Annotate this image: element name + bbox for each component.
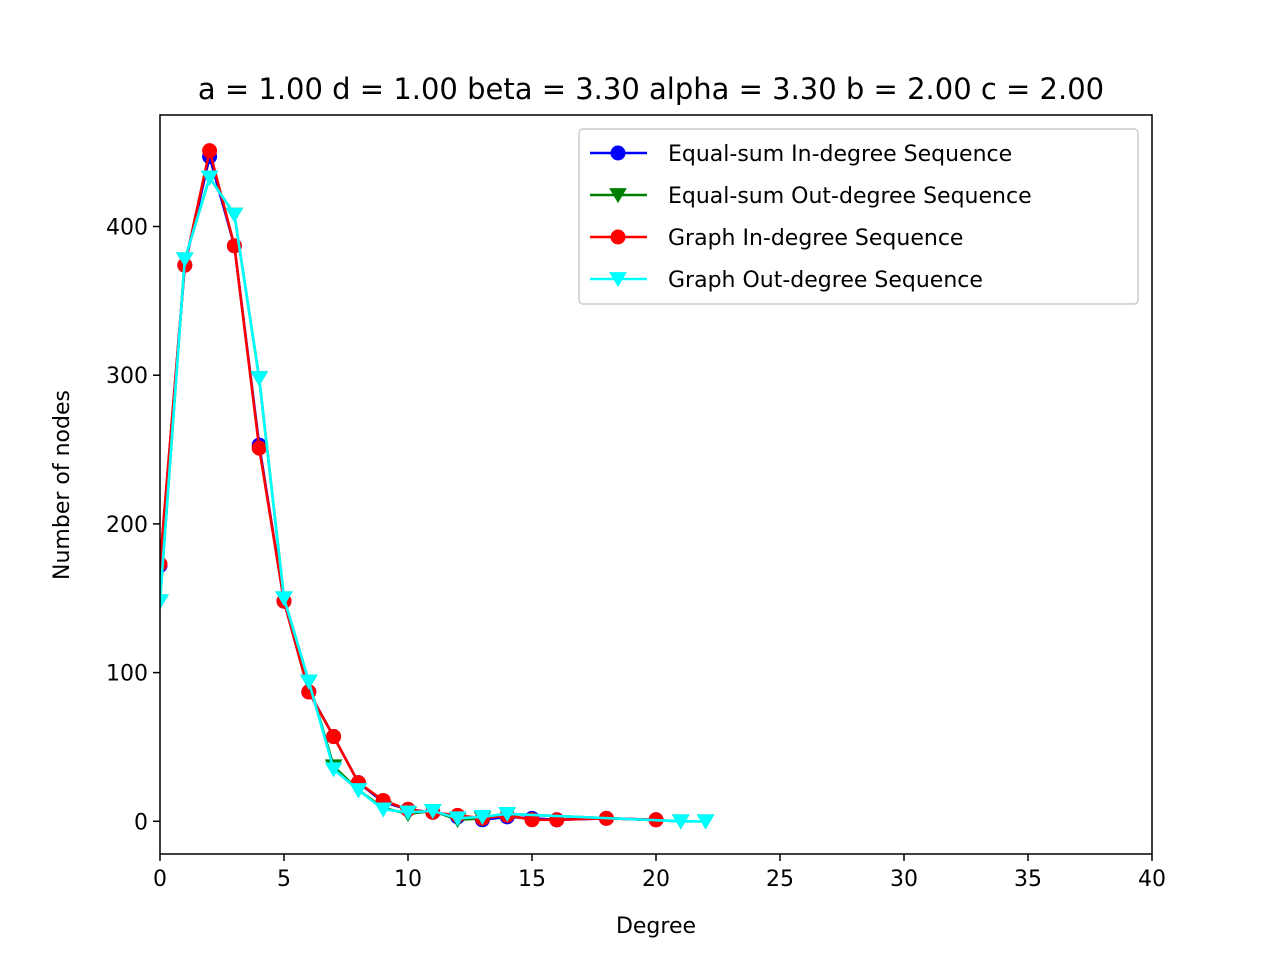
x-tick-label: 40 <box>1138 867 1166 892</box>
y-tick-label: 300 <box>106 364 148 389</box>
legend-item: Graph Out-degree Sequence <box>590 268 983 293</box>
series-layer <box>160 143 715 830</box>
x-tick-label: 25 <box>766 867 794 892</box>
y-axis-label: Number of nodes <box>50 390 75 580</box>
legend-marker <box>609 272 627 288</box>
data-point <box>326 729 342 745</box>
data-point <box>696 814 715 830</box>
legend-box <box>578 128 1139 305</box>
y-tick-label: 200 <box>106 513 148 538</box>
data-point <box>250 371 269 387</box>
chart-title: a = 1.00 d = 1.00 beta = 3.30 alpha = 3.… <box>198 72 1104 106</box>
data-point <box>423 803 442 820</box>
data-point <box>202 143 218 159</box>
data-point <box>399 805 417 821</box>
x-tick-label: 10 <box>394 867 422 892</box>
x-tick-label: 30 <box>890 867 918 892</box>
data-point <box>473 809 492 826</box>
legend-item: Equal-sum Out-degree Sequence <box>590 184 1032 209</box>
x-axis: 0 5 10 15 20 25 30 35 40 <box>153 854 1166 892</box>
data-point <box>448 811 467 827</box>
legend-label: Graph In-degree Sequence <box>668 226 963 251</box>
data-point <box>324 762 343 778</box>
y-tick-label: 100 <box>106 662 148 687</box>
data-point <box>498 806 517 823</box>
data-point <box>374 802 393 818</box>
x-axis-label: Degree <box>616 914 696 939</box>
data-point <box>251 440 267 456</box>
x-tick-label: 0 <box>153 867 167 892</box>
legend: Equal-sum In-degree Sequence Equal-sum Ou… <box>578 128 1139 305</box>
x-tick-label: 5 <box>277 867 291 892</box>
y-axis: 0 100 200 300 400 <box>106 216 160 835</box>
data-point <box>349 783 368 799</box>
legend-marker <box>610 145 626 161</box>
legend-label: Graph Out-degree Sequence <box>668 268 983 293</box>
series-4 <box>160 170 715 830</box>
legend-item: Graph In-degree Sequence <box>590 226 963 251</box>
data-point <box>671 814 690 830</box>
data-point <box>160 594 169 610</box>
data-point <box>175 252 194 268</box>
legend-marker <box>610 229 626 245</box>
data-point <box>225 207 244 223</box>
legend-marker <box>609 188 627 204</box>
y-tick-label: 400 <box>106 216 148 241</box>
legend-item: Equal-sum In-degree Sequence <box>590 142 1012 167</box>
data-point <box>299 674 318 690</box>
legend-label: Equal-sum In-degree Sequence <box>668 142 1012 167</box>
legend-label: Equal-sum Out-degree Sequence <box>668 184 1032 209</box>
x-tick-label: 20 <box>642 867 670 892</box>
x-tick-label: 35 <box>1014 867 1042 892</box>
data-point <box>275 591 293 607</box>
plot-area <box>159 114 1153 855</box>
data-point <box>200 170 219 186</box>
x-tick-label: 15 <box>518 867 546 892</box>
y-tick-label: 0 <box>134 810 148 835</box>
